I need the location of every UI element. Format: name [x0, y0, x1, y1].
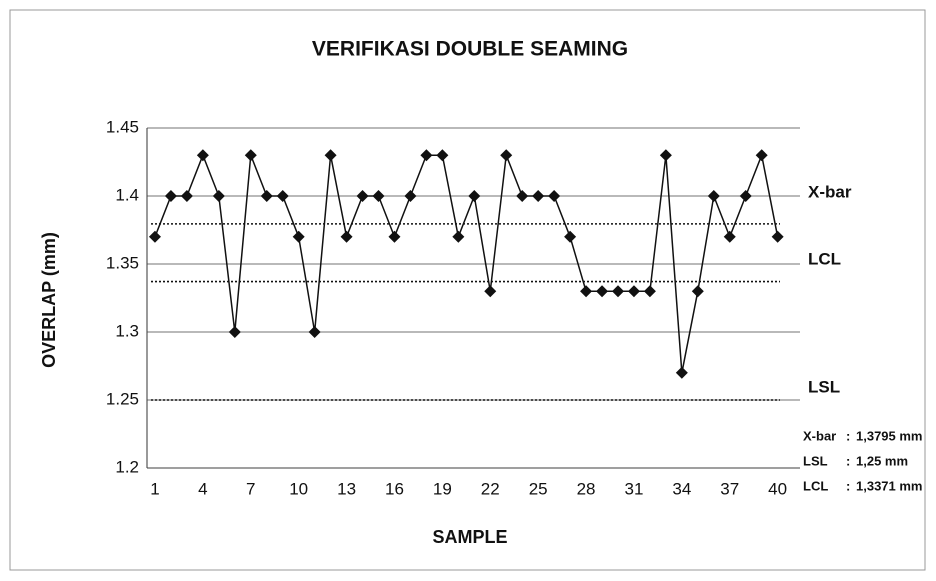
- x-tick-label: 34: [672, 479, 691, 498]
- data-point: [213, 190, 225, 202]
- data-point: [580, 285, 592, 297]
- x-tick-label: 4: [198, 479, 207, 498]
- data-point: [245, 149, 257, 161]
- note-colon: :: [846, 453, 850, 468]
- data-point: [309, 326, 321, 338]
- y-tick-label: 1.2: [115, 457, 139, 476]
- x-tick-label: 22: [481, 479, 500, 498]
- note-label: X-bar: [803, 428, 836, 443]
- x-axis-title: SAMPLE: [432, 527, 507, 547]
- note-colon: :: [846, 478, 850, 493]
- data-point: [596, 285, 608, 297]
- data-point: [548, 190, 560, 202]
- data-point: [532, 190, 544, 202]
- y-tick-label: 1.45: [106, 117, 139, 136]
- data-point: [149, 231, 161, 243]
- reference-label: X-bar: [808, 182, 852, 201]
- data-point: [197, 149, 209, 161]
- data-point: [165, 190, 177, 202]
- data-point: [452, 231, 464, 243]
- x-tick-label: 13: [337, 479, 356, 498]
- note-value: 1,3795 mm: [856, 428, 923, 443]
- y-tick-label: 1.35: [106, 253, 139, 272]
- data-point: [388, 231, 400, 243]
- x-tick-label: 16: [385, 479, 404, 498]
- data-point: [277, 190, 289, 202]
- data-point: [740, 190, 752, 202]
- note-label: LCL: [803, 478, 828, 493]
- data-point: [612, 285, 624, 297]
- y-tick-label: 1.4: [115, 185, 139, 204]
- x-tick-label: 40: [768, 479, 787, 498]
- data-point: [468, 190, 480, 202]
- note-value: 1,3371 mm: [856, 478, 923, 493]
- x-tick-label: 28: [577, 479, 596, 498]
- x-tick-label: 37: [720, 479, 739, 498]
- data-point: [516, 190, 528, 202]
- x-tick-label: 7: [246, 479, 255, 498]
- reference-label: LCL: [808, 249, 841, 268]
- chart: VERIFIKASI DOUBLE SEAMING SAMPLE OVERLAP…: [0, 0, 936, 581]
- data-point: [644, 285, 656, 297]
- note-label: LSL: [803, 453, 828, 468]
- data-point: [724, 231, 736, 243]
- data-point: [756, 149, 768, 161]
- note-colon: :: [846, 428, 850, 443]
- x-tick-label: 31: [624, 479, 643, 498]
- y-axis-title: OVERLAP (mm): [39, 232, 59, 368]
- x-tick-label: 10: [289, 479, 308, 498]
- data-point: [484, 285, 496, 297]
- data-point: [373, 190, 385, 202]
- data-point: [181, 190, 193, 202]
- data-point: [708, 190, 720, 202]
- x-tick-label: 25: [529, 479, 548, 498]
- data-point: [261, 190, 273, 202]
- note-value: 1,25 mm: [856, 453, 908, 468]
- data-point: [436, 149, 448, 161]
- data-point: [229, 326, 241, 338]
- data-point: [692, 285, 704, 297]
- data-point: [325, 149, 337, 161]
- data-point: [772, 231, 784, 243]
- y-tick-label: 1.25: [106, 389, 139, 408]
- data-point: [500, 149, 512, 161]
- data-point: [293, 231, 305, 243]
- data-point: [341, 231, 353, 243]
- x-tick-label: 1: [150, 479, 159, 498]
- chart-title: VERIFIKASI DOUBLE SEAMING: [312, 38, 628, 61]
- data-point: [660, 149, 672, 161]
- data-point: [564, 231, 576, 243]
- reference-label: LSL: [808, 377, 840, 396]
- x-tick-label: 19: [433, 479, 452, 498]
- data-point: [357, 190, 369, 202]
- data-point: [420, 149, 432, 161]
- data-point: [404, 190, 416, 202]
- data-point: [676, 367, 688, 379]
- y-tick-label: 1.3: [115, 321, 139, 340]
- data-point: [628, 285, 640, 297]
